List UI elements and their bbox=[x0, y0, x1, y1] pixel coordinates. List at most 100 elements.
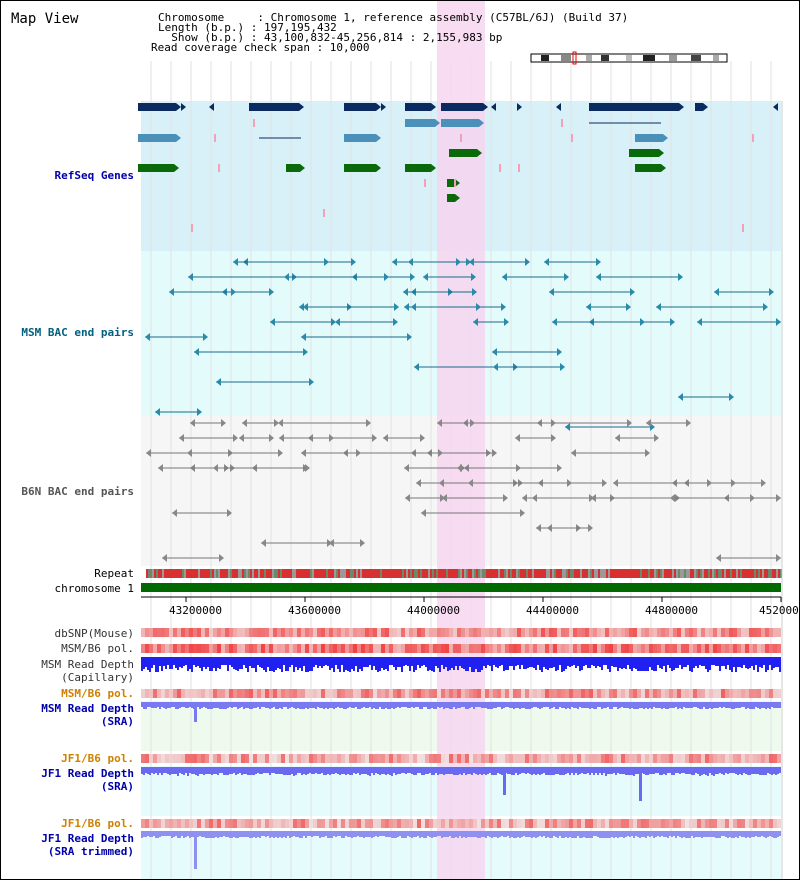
repeat-mark bbox=[576, 569, 578, 578]
repeat-mark bbox=[754, 569, 756, 578]
repeat-mark bbox=[182, 569, 184, 578]
repeat-mark bbox=[200, 569, 202, 578]
depth-bar bbox=[711, 657, 713, 665]
track-label-jf1-depth-trimmed[interactable]: JF1 Read Depth bbox=[41, 832, 134, 845]
depth-bar bbox=[485, 831, 487, 838]
heat-cell bbox=[553, 754, 557, 763]
heat-cell bbox=[365, 628, 369, 637]
depth-bar bbox=[753, 657, 755, 670]
heat-cell bbox=[541, 819, 545, 828]
depth-bar bbox=[709, 702, 711, 708]
depth-bar bbox=[207, 767, 209, 774]
depth-bar bbox=[569, 702, 571, 709]
depth-bar bbox=[161, 767, 163, 775]
heat-cell bbox=[213, 819, 217, 828]
repeat-mark bbox=[710, 569, 712, 578]
depth-bar bbox=[159, 767, 161, 773]
track-label-msm-bac[interactable]: MSM BAC end pairs bbox=[21, 326, 134, 339]
heat-cell bbox=[581, 628, 585, 637]
heat-cell bbox=[705, 689, 709, 698]
heat-cell bbox=[717, 628, 721, 637]
heat-cell bbox=[513, 628, 517, 637]
heat-cell bbox=[553, 689, 557, 698]
repeat-mark bbox=[456, 569, 458, 578]
heat-cell bbox=[189, 689, 193, 698]
track-label-msm-depth-capillary[interactable]: MSM Read Depth bbox=[41, 658, 134, 671]
depth-bar bbox=[677, 657, 679, 668]
depth-bar bbox=[265, 702, 267, 708]
depth-bar bbox=[225, 702, 227, 709]
heat-cell bbox=[437, 644, 441, 653]
heat-cell bbox=[189, 754, 193, 763]
depth-bar bbox=[379, 767, 381, 775]
gene-feature bbox=[629, 149, 659, 157]
heat-cell bbox=[421, 754, 425, 763]
heat-cell bbox=[777, 644, 781, 653]
depth-bar bbox=[143, 702, 145, 709]
heat-cell bbox=[245, 819, 249, 828]
depth-bar bbox=[147, 657, 149, 670]
heat-cell bbox=[401, 819, 405, 828]
depth-bar bbox=[521, 831, 523, 837]
repeat-mark bbox=[268, 569, 270, 578]
heat-cell bbox=[497, 819, 501, 828]
track-label-chromosome[interactable]: chromosome 1 bbox=[54, 582, 134, 595]
track-label-msm-depth-sra[interactable]: MSM Read Depth bbox=[41, 702, 134, 715]
track-label-msm-b6-pol[interactable]: MSM/B6 pol. bbox=[61, 642, 134, 655]
gene-arrow bbox=[654, 434, 659, 442]
repeat-mark bbox=[642, 569, 644, 578]
gene-arrow bbox=[591, 494, 596, 502]
depth-bar bbox=[291, 657, 293, 665]
heat-cell bbox=[385, 628, 389, 637]
depth-bar bbox=[607, 831, 609, 838]
depth-bar bbox=[443, 702, 445, 709]
depth-bar bbox=[711, 702, 713, 709]
depth-bar bbox=[365, 657, 367, 667]
gene-arrow bbox=[493, 363, 498, 371]
track-label-jf1-depth-sra[interactable]: JF1 Read Depth bbox=[41, 767, 134, 780]
heat-cell bbox=[365, 819, 369, 828]
heat-cell bbox=[621, 644, 625, 653]
depth-bar bbox=[239, 702, 241, 708]
heat-cell bbox=[665, 644, 669, 653]
depth-bar bbox=[315, 657, 317, 665]
heat-cell bbox=[321, 754, 325, 763]
heat-cell bbox=[381, 628, 385, 637]
depth-bar bbox=[207, 831, 209, 838]
heat-cell bbox=[165, 628, 169, 637]
repeat-mark bbox=[758, 569, 760, 578]
gene-arrow bbox=[278, 449, 283, 457]
track-label-refseq[interactable]: RefSeq Genes bbox=[54, 169, 134, 182]
depth-bar bbox=[753, 702, 755, 709]
heat-cell bbox=[165, 644, 169, 653]
heat-cell bbox=[221, 754, 225, 763]
heat-cell bbox=[669, 628, 673, 637]
depth-bar bbox=[609, 702, 611, 709]
depth-bar bbox=[173, 702, 175, 707]
repeat-mark bbox=[518, 569, 520, 578]
depth-bar bbox=[479, 702, 481, 707]
heat-cell bbox=[725, 628, 729, 637]
depth-bar bbox=[613, 702, 615, 707]
track-label-jf1-b6-pol[interactable]: JF1/B6 pol. bbox=[61, 752, 134, 765]
heat-cell bbox=[765, 754, 769, 763]
depth-bar bbox=[469, 767, 471, 774]
depth-bar bbox=[675, 702, 677, 707]
track-label-msm-b6-pol-2[interactable]: MSM/B6 pol. bbox=[61, 687, 134, 700]
depth-bar bbox=[571, 767, 573, 773]
depth-bar bbox=[739, 767, 741, 774]
heat-cell bbox=[693, 628, 697, 637]
repeat-mark bbox=[516, 569, 518, 578]
track-label-b6n-bac[interactable]: B6N BAC end pairs bbox=[21, 485, 134, 498]
heat-cell bbox=[149, 819, 153, 828]
heat-cell bbox=[761, 819, 765, 828]
depth-bar bbox=[363, 702, 365, 707]
depth-bar bbox=[539, 831, 541, 836]
heat-cell bbox=[269, 754, 273, 763]
heat-cell bbox=[281, 689, 285, 698]
track-label-repeat[interactable]: Repeat bbox=[94, 567, 134, 580]
track-label-dbsnp[interactable]: dbSNP(Mouse) bbox=[54, 627, 134, 640]
heat-cell bbox=[409, 754, 413, 763]
repeat-mark bbox=[146, 569, 148, 578]
track-label-jf1-b6-pol-2[interactable]: JF1/B6 pol. bbox=[61, 817, 134, 830]
